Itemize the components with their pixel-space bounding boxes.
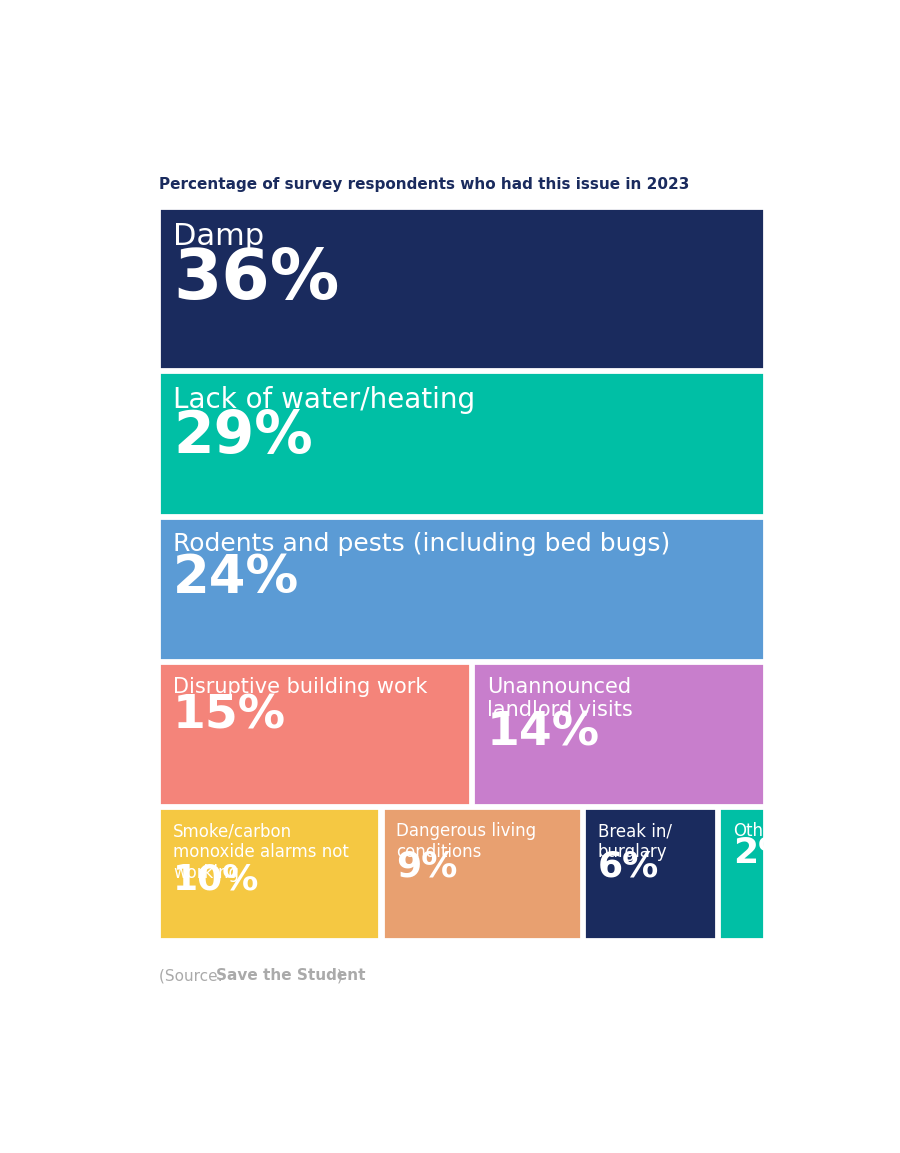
Text: 10%: 10% [173,862,259,896]
Bar [382,808,580,940]
Text: 24%: 24% [173,551,299,604]
Text: Dangerous living
conditions: Dangerous living conditions [397,822,536,861]
Text: Unannounced
landlord visits: Unannounced landlord visits [487,677,633,721]
Text: Other: Other [734,822,780,841]
Text: Save the Student: Save the Student [216,969,365,984]
Text: 15%: 15% [173,694,286,739]
Bar [159,808,380,940]
Bar [159,518,763,660]
Text: ): ) [338,969,343,984]
Text: Percentage of survey respondents who had this issue in 2023: Percentage of survey respondents who had… [159,176,689,191]
Text: Smoke/carbon
monoxide alarms not
working: Smoke/carbon monoxide alarms not working [173,822,349,882]
Bar [473,663,763,805]
Bar [719,808,763,940]
Text: Disruptive building work: Disruptive building work [173,677,428,696]
Bar [159,663,470,805]
Text: 14%: 14% [487,710,600,755]
Text: Rodents and pests (including bed bugs): Rodents and pests (including bed bugs) [173,532,670,556]
Text: 29%: 29% [173,408,312,466]
Bar [584,808,716,940]
Text: Break in/
burglary: Break in/ burglary [598,822,672,861]
Text: 6%: 6% [598,849,659,883]
Bar [159,208,763,369]
Text: 36%: 36% [173,246,339,314]
Text: 9%: 9% [397,849,458,883]
Text: Damp: Damp [173,221,264,250]
Text: Lack of water/heating: Lack of water/heating [173,386,475,414]
Text: (Source:: (Source: [159,969,228,984]
Text: 2%: 2% [734,836,795,869]
Bar [159,372,763,514]
